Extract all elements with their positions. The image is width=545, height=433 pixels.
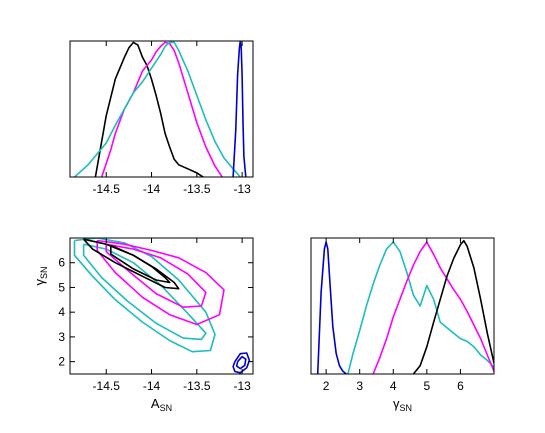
x-tick-label: 6	[457, 379, 464, 393]
x-tick-label: 2	[323, 379, 330, 393]
series-group	[73, 41, 247, 177]
y-axis-label-main: γ	[32, 279, 47, 286]
x-tick-label: -13.5	[183, 379, 211, 393]
x-tick-label: -14	[143, 379, 161, 393]
axes-frame	[69, 237, 254, 375]
x-tick-label: -13.5	[183, 182, 211, 196]
x-tick-label: -14.5	[93, 379, 121, 393]
series-line-magenta	[96, 239, 225, 326]
y-tick-label: 6	[58, 256, 65, 270]
series-line-cyan	[347, 241, 494, 374]
series-line-blue	[232, 352, 251, 374]
series-line-magenta	[105, 243, 207, 309]
series-line-blue	[316, 241, 347, 374]
x-axis-label-main: γ	[393, 396, 400, 411]
series-group	[73, 238, 251, 374]
series-group	[316, 239, 494, 374]
axes-frame	[310, 237, 495, 375]
x-axis-label-subscript: SN	[160, 403, 173, 413]
x-tick-label: 4	[390, 379, 397, 393]
series-line-cyan	[73, 41, 241, 177]
x-tick-label: 3	[356, 379, 363, 393]
x-tick-label: -13	[233, 379, 251, 393]
x-tick-label: -14.5	[93, 182, 121, 196]
axes-frame	[69, 40, 254, 178]
series-line-cyan	[73, 238, 216, 353]
y-tick-label: 2	[58, 355, 65, 369]
series-line-blue	[232, 41, 247, 177]
series-line-magenta	[372, 241, 494, 374]
marginal-A-panel: -14.5 -14 -13.5 -13	[69, 40, 254, 196]
series-line-black	[412, 239, 494, 374]
x-axis-label: ASN	[151, 396, 172, 413]
x-axis-label-subscript: SN	[399, 403, 412, 413]
y-axis-label-subscript: SN	[39, 266, 49, 279]
y-tick-label: 3	[58, 330, 65, 344]
y-tick-label: 4	[58, 305, 65, 319]
series-line-blue	[235, 355, 247, 370]
series-line-black	[94, 41, 204, 177]
x-axis-label-main: A	[151, 396, 160, 411]
x-tick-label: -13	[233, 182, 251, 196]
series-line-black	[110, 244, 171, 284]
y-tick-label: 5	[58, 280, 65, 294]
series-line-magenta	[100, 41, 223, 177]
x-axis-label: γSN	[393, 396, 412, 413]
y-axis-label: γSN	[32, 266, 49, 285]
marginal-gamma-panel: 2 3 4 5 6 γSN	[310, 237, 495, 413]
x-tick-label: -14	[143, 182, 161, 196]
series-line-cyan	[82, 243, 207, 341]
x-tick-label: 5	[424, 379, 431, 393]
